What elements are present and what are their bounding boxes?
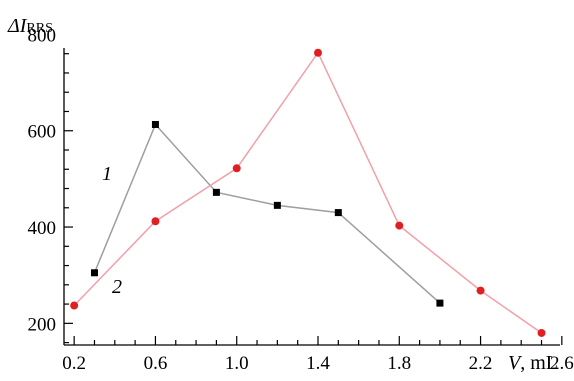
labels: 200 400 600 800 0.2 0.6 1.0 1.4 1.8 2.2 2.6 ΔIRRS V,… [7,15,574,374]
y-axis-symbol: ΔI [7,15,28,37]
series-2-line [73,51,542,334]
x-tick-label: 2.2 [469,353,493,374]
x-axis-unit: , mL [520,352,558,374]
y-tick-label: 800 [28,25,57,46]
series-lines [73,51,542,334]
series-1-point [273,201,281,209]
series-2-label: 2 [112,276,122,298]
series-1-line [93,123,441,304]
series-1-point [151,120,159,128]
x-tick-label: 1.8 [387,353,411,374]
x-tick-label: 1.4 [306,353,330,374]
y-tick-label: 400 [28,218,57,239]
x-tick-label: 0.2 [62,353,86,374]
series-1-label: 1 [102,163,112,185]
x-tick-label: 2.6 [550,353,574,374]
y-axis-title: ΔIRRS [7,15,53,37]
series-1-point [212,188,220,196]
x-axis-title: V, mL [508,352,558,374]
x-axis-symbol: V [508,352,523,374]
y-tick-label: 600 [28,122,57,143]
series-2-point [314,48,322,57]
y-axis-subscript: RRS [26,21,52,36]
series-1-point [436,299,444,307]
series-2-point [151,217,160,226]
x-tick-label: 0.6 [144,353,168,374]
series-markers [70,48,546,337]
series-1-point [90,269,98,277]
series-2-point [70,301,79,310]
x-tick-label: 1.0 [225,353,249,374]
series-2-point [476,286,485,295]
series-2-point [232,164,241,173]
series-2-point [537,328,546,337]
y-tick-label: 200 [28,314,57,335]
series-2-point [395,221,404,230]
axes [63,48,563,346]
series-1-point [334,209,342,217]
